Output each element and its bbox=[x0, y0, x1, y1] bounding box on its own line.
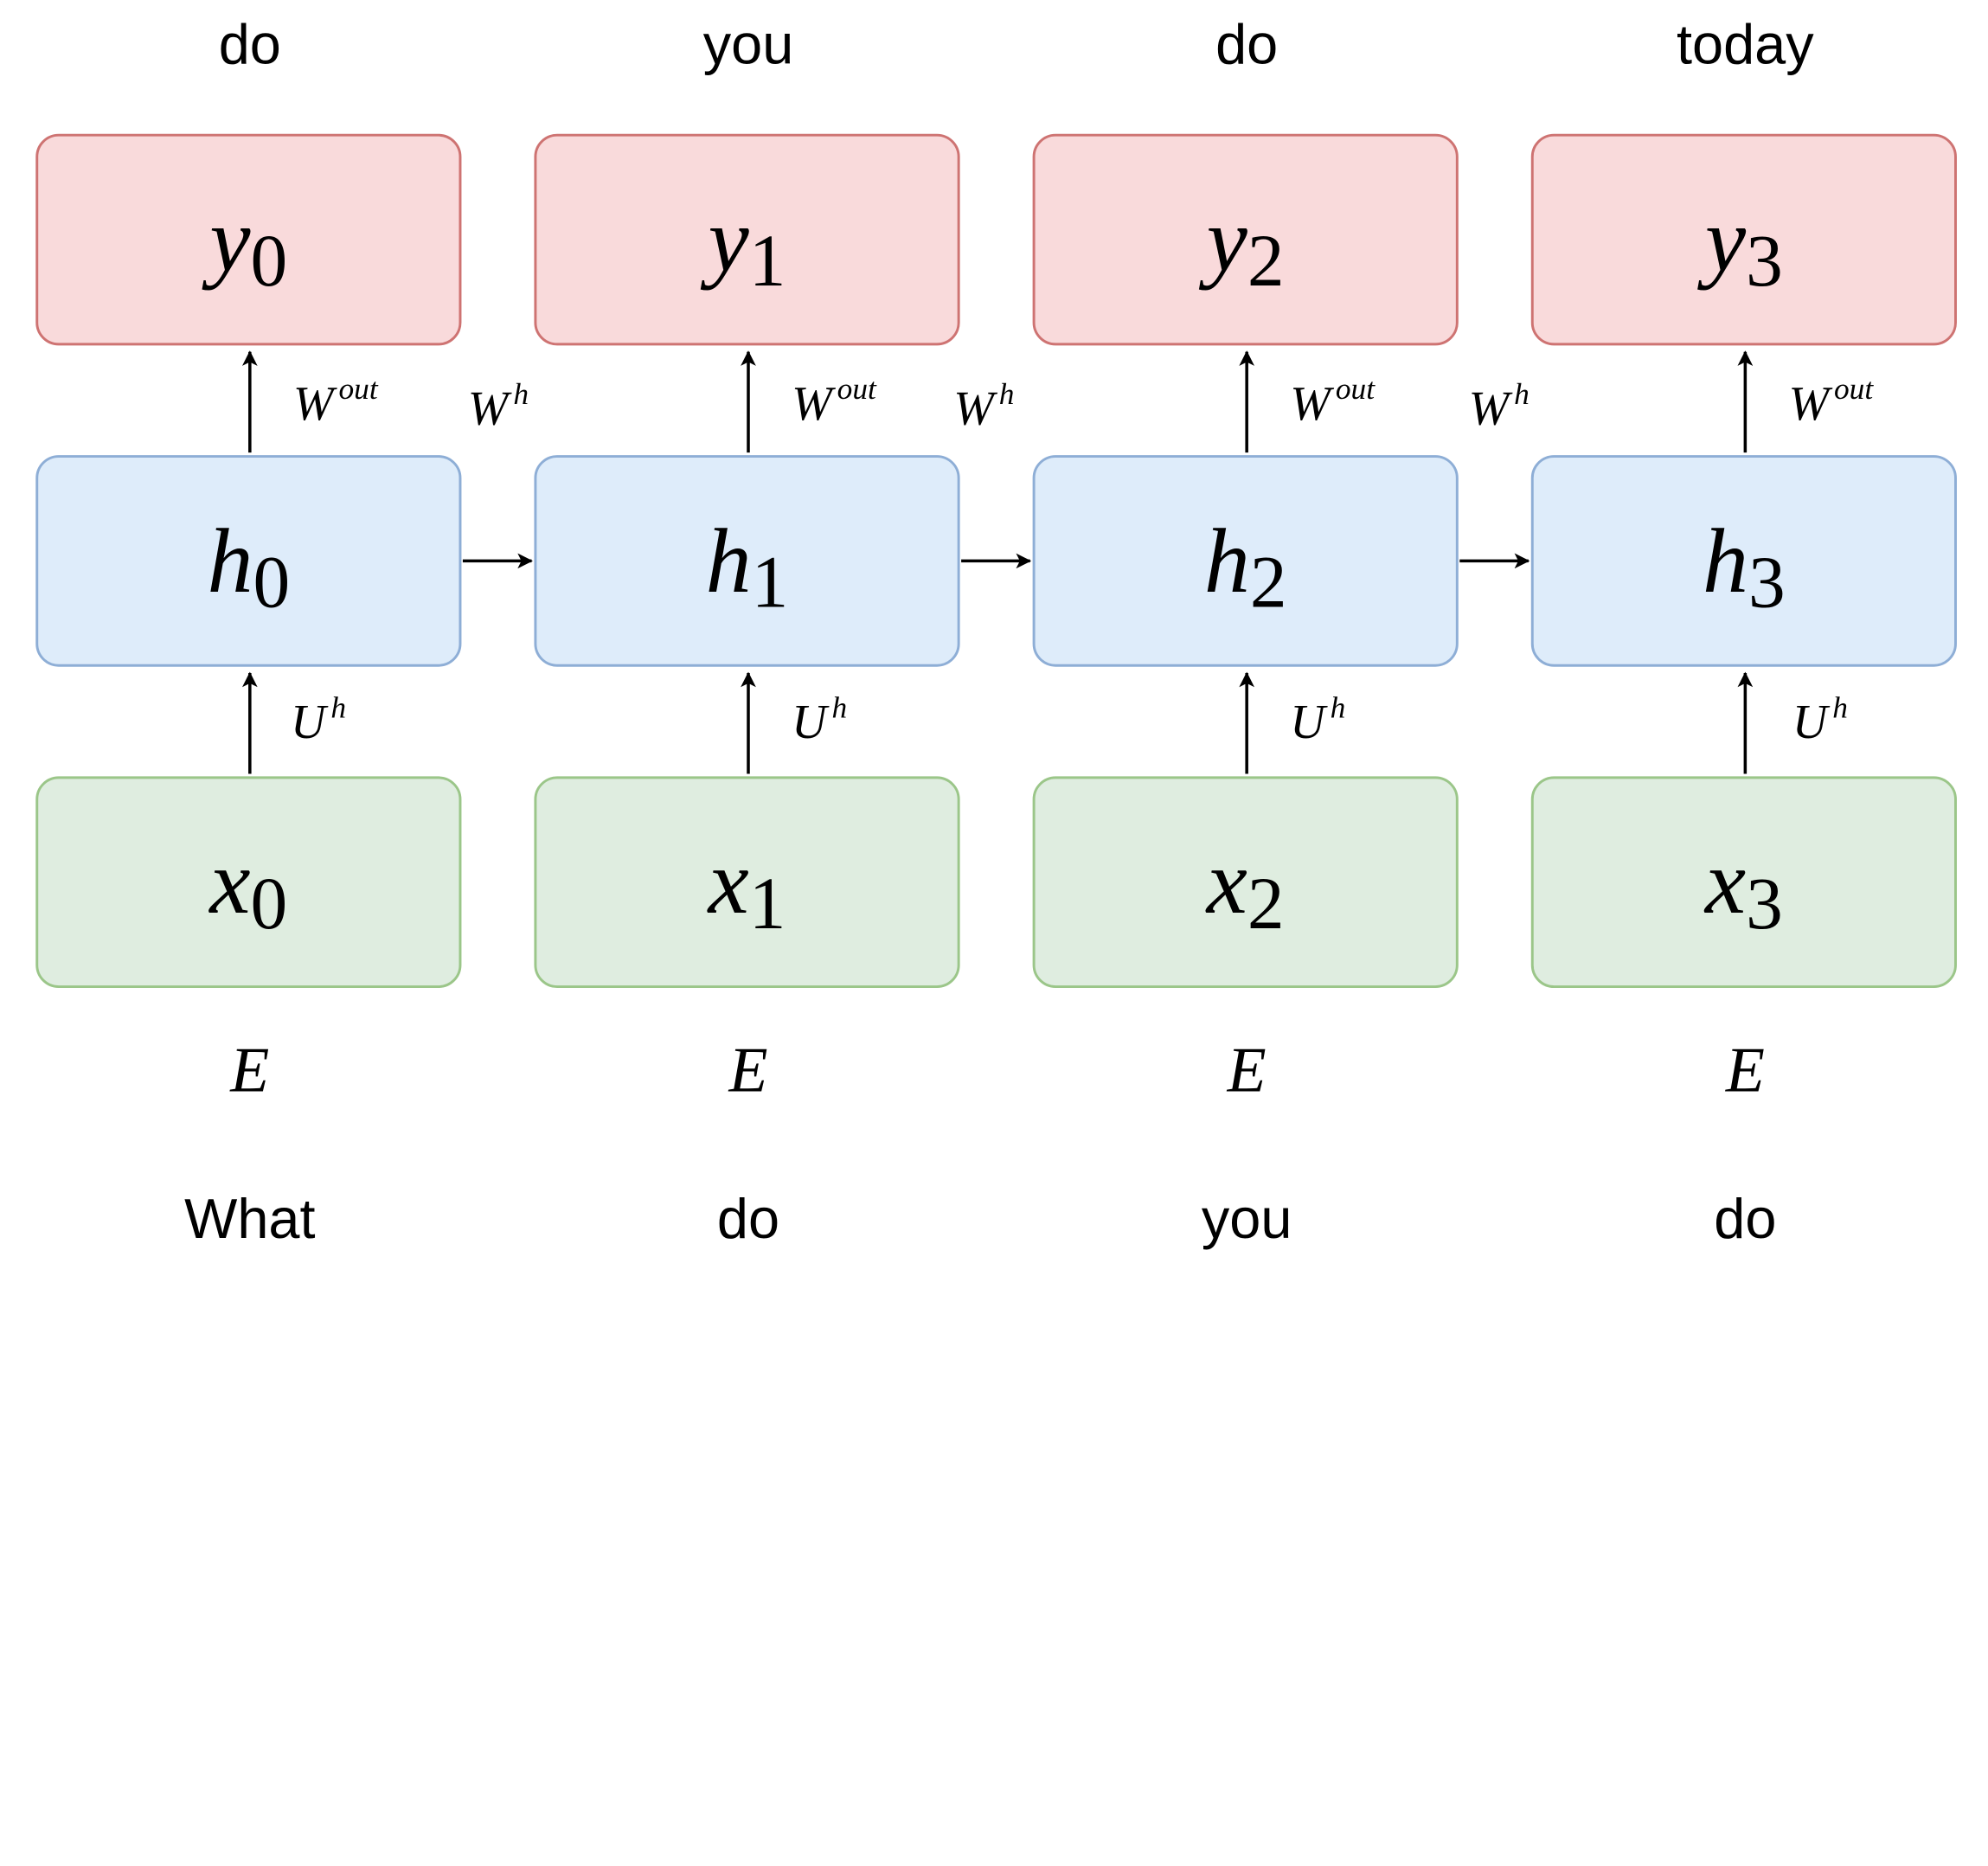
node-symbol: x bbox=[1704, 830, 1747, 933]
node-symbol: x bbox=[209, 830, 251, 933]
node-index: 3 bbox=[1746, 219, 1783, 303]
output-word: do bbox=[1215, 14, 1279, 77]
output-word: today bbox=[1677, 14, 1814, 77]
embedding-label: E bbox=[728, 1034, 768, 1106]
node-index: 0 bbox=[253, 540, 291, 624]
node-index: 0 bbox=[250, 862, 288, 945]
embedding-label: E bbox=[1725, 1034, 1765, 1106]
node-index: 1 bbox=[751, 540, 789, 624]
node-index: 2 bbox=[1247, 862, 1285, 945]
output-word: do bbox=[218, 14, 281, 77]
embedding-label: E bbox=[230, 1034, 270, 1106]
input-node-x3: x3 bbox=[1530, 776, 1957, 989]
node-index: 0 bbox=[250, 219, 288, 303]
hidden-node-h0: h0 bbox=[35, 455, 462, 667]
hidden-node-h2: h2 bbox=[1032, 455, 1459, 667]
node-symbol: h bbox=[1702, 510, 1749, 612]
input-word: you bbox=[1201, 1188, 1292, 1251]
input-node-x2: x2 bbox=[1032, 776, 1459, 989]
node-symbol: y bbox=[209, 189, 251, 291]
output-node-y3: y3 bbox=[1530, 133, 1957, 346]
hidden-node-h1: h1 bbox=[534, 455, 960, 667]
input-word: do bbox=[1714, 1188, 1777, 1251]
input-node-x0: x0 bbox=[35, 776, 462, 989]
node-symbol: y bbox=[1704, 189, 1747, 291]
node-index: 1 bbox=[748, 862, 786, 945]
node-symbol: x bbox=[708, 830, 749, 933]
node-index: 1 bbox=[748, 219, 786, 303]
input-word: What bbox=[184, 1188, 316, 1251]
node-index: 2 bbox=[1249, 540, 1287, 624]
input-word: do bbox=[716, 1188, 780, 1251]
node-index: 3 bbox=[1748, 540, 1786, 624]
input-node-x1: x1 bbox=[534, 776, 960, 989]
hidden-node-h3: h3 bbox=[1530, 455, 1957, 667]
output-node-y0: y0 bbox=[35, 133, 462, 346]
node-symbol: y bbox=[1206, 189, 1247, 291]
embedding-label: E bbox=[1227, 1034, 1267, 1106]
output-node-y2: y2 bbox=[1032, 133, 1459, 346]
node-index: 3 bbox=[1746, 862, 1783, 945]
node-symbol: y bbox=[708, 189, 749, 291]
node-symbol: h bbox=[207, 510, 253, 612]
output-word: you bbox=[702, 14, 794, 77]
node-symbol: h bbox=[1203, 510, 1250, 612]
node-index: 2 bbox=[1247, 219, 1285, 303]
node-symbol: x bbox=[1206, 830, 1247, 933]
output-node-y1: y1 bbox=[534, 133, 960, 346]
node-symbol: h bbox=[705, 510, 752, 612]
